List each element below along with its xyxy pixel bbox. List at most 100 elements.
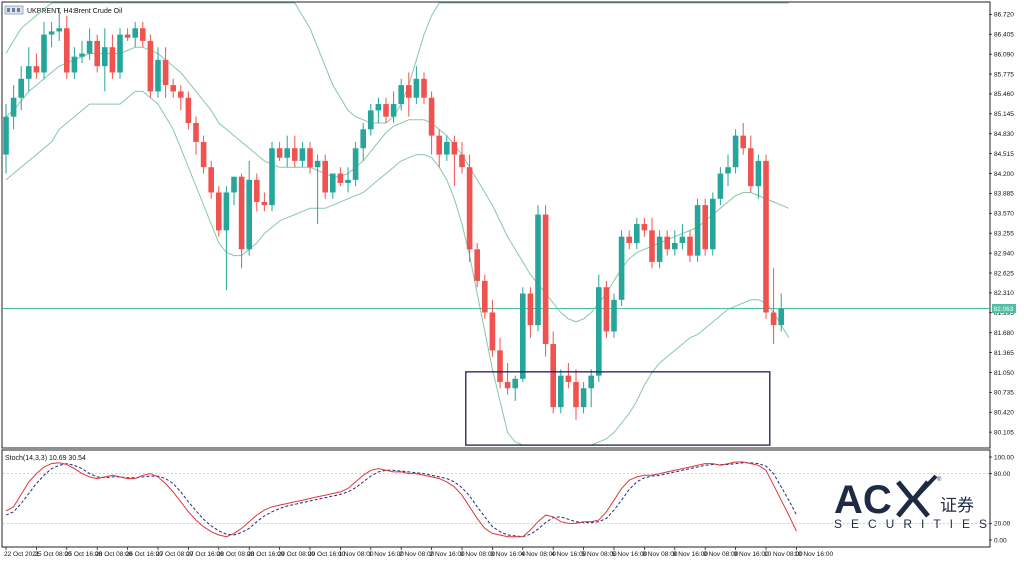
time-tick-label: 4 Nov 08:00 <box>521 551 556 558</box>
candle-body <box>603 287 610 332</box>
candle <box>497 337 503 389</box>
candle <box>649 217 655 269</box>
candle <box>611 293 617 338</box>
candle-body <box>755 160 762 187</box>
candle <box>732 129 739 174</box>
price-tick-label: 82.625 <box>994 270 1014 277</box>
candle-body <box>732 135 739 168</box>
candle <box>428 91 435 155</box>
candle <box>421 72 427 105</box>
stochastic-label: Stoch(14,3,3) 10.69 30.54 <box>5 455 86 462</box>
candle <box>748 135 754 193</box>
candle <box>672 230 678 256</box>
candle <box>18 66 24 111</box>
candle-body <box>588 375 594 389</box>
price-tick-label: 83.255 <box>994 231 1014 238</box>
time-tick-label: 25 Oct 08:00 <box>34 551 72 558</box>
candle-body <box>497 350 503 382</box>
candle-body <box>717 173 724 199</box>
price-tick-label: 85.775 <box>994 71 1014 78</box>
candle <box>755 154 762 199</box>
candle-body <box>428 97 435 136</box>
candle-body <box>162 59 169 86</box>
time-tick-label: 8 Nov 08:00 <box>642 551 677 558</box>
candle <box>330 173 336 199</box>
candle <box>155 47 161 98</box>
time-tick-label: 5 Nov 08:00 <box>582 551 617 558</box>
candle-body <box>459 154 465 168</box>
candle-body <box>41 34 47 73</box>
candle <box>109 34 116 79</box>
candle-body <box>18 78 24 98</box>
candle-body <box>611 299 617 332</box>
candle-body <box>284 148 290 158</box>
candle-body <box>550 344 556 408</box>
candle-body <box>679 236 686 243</box>
candle <box>26 47 32 92</box>
candle-body <box>626 236 632 243</box>
candle <box>284 135 290 168</box>
candle-body <box>102 47 108 67</box>
candle-body <box>763 160 769 313</box>
candle <box>360 123 366 161</box>
candle <box>170 78 176 98</box>
price-tick-label: 83.570 <box>994 211 1014 218</box>
candle <box>162 47 169 98</box>
candle <box>345 167 351 193</box>
candle-body <box>261 201 268 206</box>
candle-body <box>155 59 161 92</box>
candle-body <box>26 66 32 79</box>
candle <box>337 167 344 187</box>
candle <box>48 21 55 48</box>
candle-body <box>276 148 283 158</box>
candle <box>299 141 306 168</box>
candle-body <box>406 85 412 98</box>
price-tick-label: 82.310 <box>994 290 1014 297</box>
time-tick-label: 26 Oct 08:00 <box>95 551 133 558</box>
candle <box>603 280 610 338</box>
time-tick-label: 2 Nov 08:00 <box>399 551 434 558</box>
current-price-tag: 82.063 <box>992 303 1016 313</box>
candle <box>94 34 100 73</box>
candle <box>558 369 564 414</box>
candle <box>687 230 693 262</box>
candle-body <box>618 236 625 300</box>
price-tick-label: 85.145 <box>994 111 1014 118</box>
time-tick-label: 10 Nov 08:00 <box>764 551 803 558</box>
candle <box>117 28 123 79</box>
candle <box>33 53 40 79</box>
candle <box>717 167 724 206</box>
candle <box>474 243 480 288</box>
candle <box>778 293 784 332</box>
time-tick-label: 9 Nov 08:00 <box>703 551 738 558</box>
candle <box>71 47 78 79</box>
time-tick-label: 3 Nov 16:00 <box>490 551 525 558</box>
candle-body <box>558 375 564 408</box>
candle-body <box>124 34 131 38</box>
candle <box>178 85 184 111</box>
current-price-tag-label: 82.063 <box>994 306 1014 313</box>
candle <box>702 198 708 256</box>
candle-body <box>48 31 55 35</box>
candle-body <box>352 148 359 180</box>
candle-body <box>375 104 382 111</box>
candle-body <box>710 198 716 250</box>
candle <box>634 217 640 250</box>
candle-body <box>170 85 176 92</box>
price-tick-label: 81.365 <box>994 350 1014 357</box>
time-tick-label: 28 Oct 16:00 <box>247 551 285 558</box>
candle <box>140 21 146 48</box>
candle-body <box>641 224 648 231</box>
candle <box>261 192 268 212</box>
candle-body <box>413 78 420 98</box>
chart-description: Brent Crude Oil <box>74 8 123 15</box>
candle-body <box>656 236 663 262</box>
price-tick-label: 84.200 <box>994 171 1014 178</box>
candle-body <box>596 287 602 376</box>
stoch-tick-label: 20.00 <box>994 521 1011 528</box>
candle <box>664 230 670 256</box>
candle-body <box>330 173 336 193</box>
candle-body <box>307 148 313 168</box>
candle-body <box>527 293 534 326</box>
